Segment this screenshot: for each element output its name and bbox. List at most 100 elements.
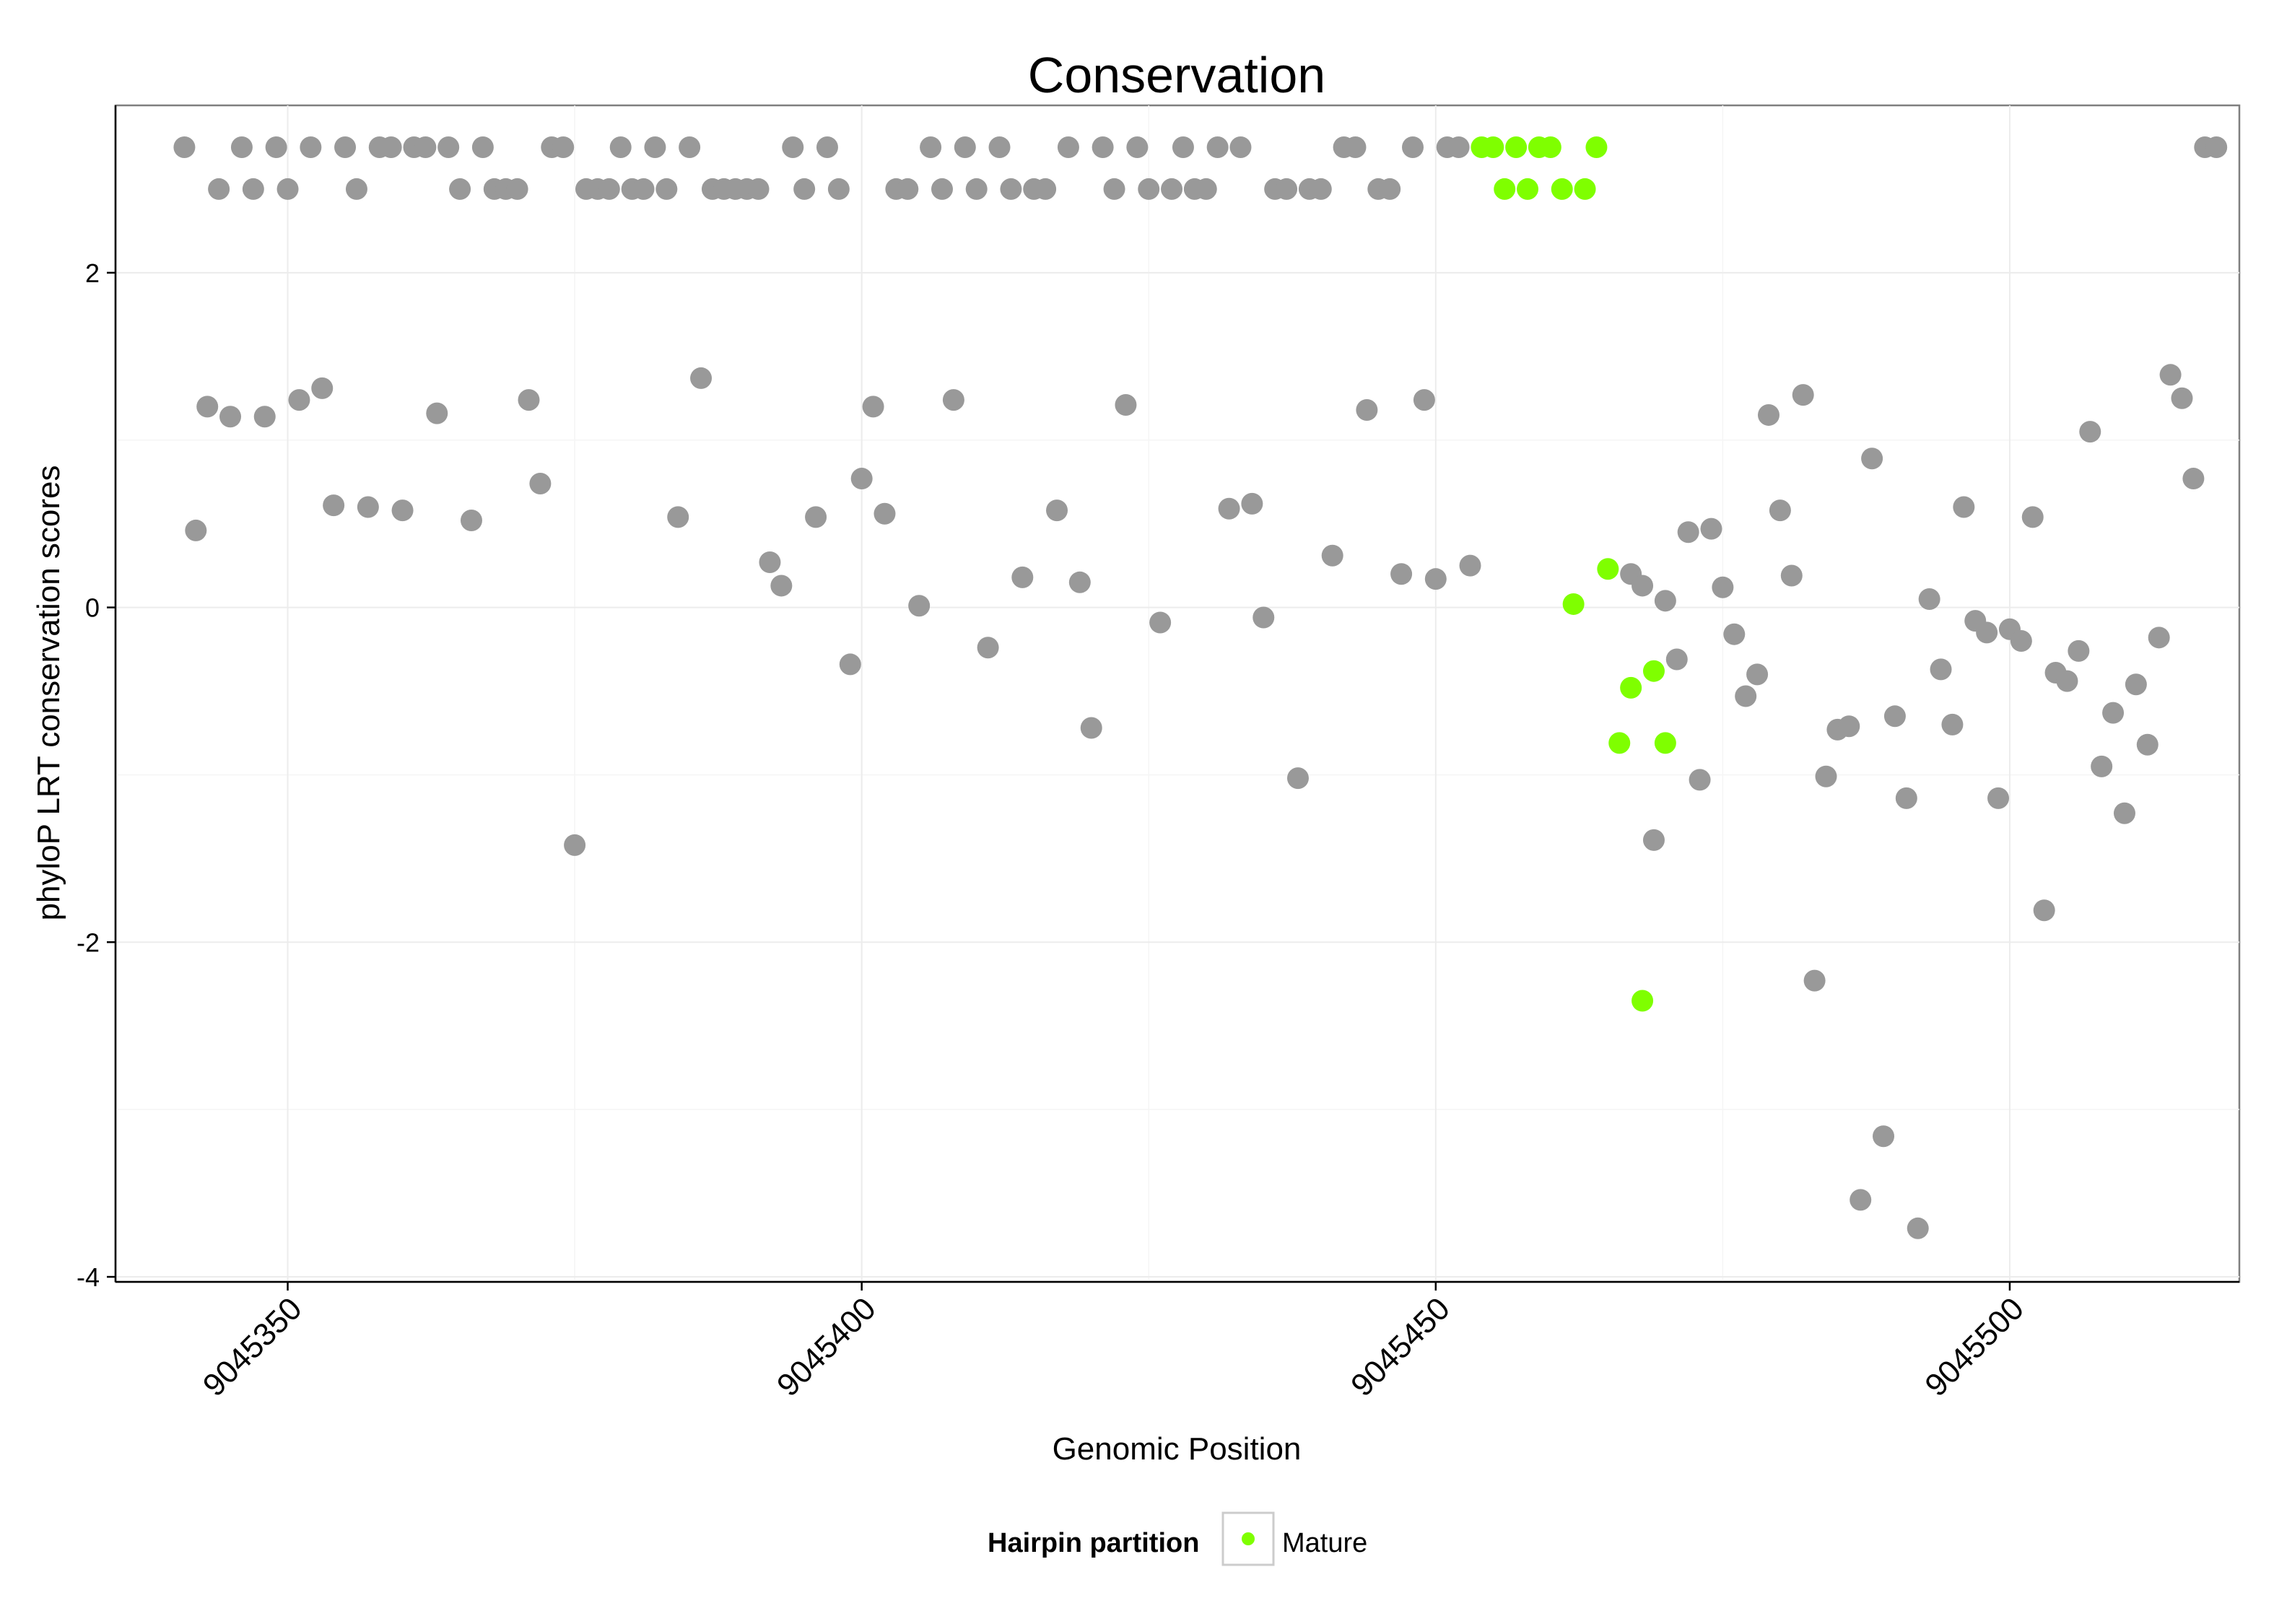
point-other — [2171, 387, 2193, 409]
point-other — [391, 499, 414, 522]
point-other — [1642, 829, 1665, 851]
point-other — [1677, 521, 1699, 543]
point-other — [1632, 575, 1654, 597]
point-other — [437, 136, 460, 158]
point-other — [609, 136, 632, 158]
point-other — [1895, 787, 1917, 809]
point-other — [345, 178, 367, 200]
point-other — [1803, 969, 1826, 992]
point-other — [2125, 673, 2147, 696]
point-other — [1838, 715, 1860, 738]
point-other — [1172, 136, 1194, 158]
legend-title: Hairpin partition — [988, 1528, 1199, 1558]
point-other — [1310, 178, 1332, 200]
point-other — [460, 510, 482, 532]
point-other — [1987, 787, 2010, 809]
point-other — [862, 396, 884, 418]
point-other — [770, 575, 793, 597]
point-other — [1665, 648, 1688, 671]
point-other — [1769, 499, 1791, 522]
point-mature — [1551, 178, 1573, 200]
point-other — [1459, 554, 1481, 577]
point-other — [300, 136, 322, 158]
point-other — [219, 406, 242, 428]
point-other — [1861, 448, 1883, 470]
point-other — [1000, 178, 1022, 200]
point-other — [920, 136, 942, 158]
data-points — [173, 136, 2228, 1239]
point-other — [564, 834, 586, 856]
point-other — [1413, 389, 1435, 411]
point-other — [805, 506, 827, 528]
point-mature — [1574, 178, 1596, 200]
point-other — [173, 136, 196, 158]
point-other — [839, 653, 861, 676]
y-tick-label: 0 — [85, 593, 100, 623]
y-axis-title: phyloP LRT conservation scores — [31, 465, 66, 920]
point-other — [552, 136, 575, 158]
plot-panel — [114, 104, 2241, 1283]
point-mature — [1482, 136, 1504, 158]
point-other — [1034, 178, 1057, 200]
point-other — [793, 178, 816, 200]
point-other — [1356, 398, 1378, 421]
point-other — [1873, 1125, 1895, 1148]
point-other — [988, 136, 1011, 158]
point-other — [874, 502, 896, 525]
point-other — [632, 178, 655, 200]
point-other — [850, 468, 873, 490]
point-other — [311, 377, 334, 399]
point-other — [265, 136, 287, 158]
point-other — [1321, 544, 1343, 567]
point-other — [1907, 1217, 1929, 1239]
point-other — [1930, 658, 1952, 681]
point-other — [747, 178, 770, 200]
chart-title: Conservation — [1028, 47, 1325, 103]
point-other — [827, 178, 850, 200]
point-other — [931, 178, 953, 200]
point-mature — [1654, 732, 1676, 754]
point-other — [1068, 571, 1091, 593]
point-other — [1057, 136, 1079, 158]
point-other — [230, 136, 253, 158]
point-other — [196, 396, 219, 418]
point-other — [2113, 802, 2135, 824]
y-tick-label: -2 — [77, 927, 100, 957]
point-mature — [1597, 558, 1619, 580]
point-mature — [1608, 732, 1631, 754]
point-other — [449, 178, 471, 200]
grid-lines — [116, 105, 2239, 1282]
point-other — [1206, 136, 1229, 158]
point-other — [323, 494, 345, 517]
point-mature — [1632, 990, 1654, 1012]
legend-mature-swatch — [1242, 1532, 1255, 1545]
point-other — [1103, 178, 1125, 200]
point-other — [1735, 685, 1757, 707]
point-other — [679, 136, 701, 158]
point-other — [242, 178, 264, 200]
point-other — [2021, 506, 2044, 528]
point-other — [1241, 492, 1263, 515]
point-other — [1344, 136, 1367, 158]
point-mature — [1642, 660, 1665, 682]
point-other — [1723, 623, 1746, 645]
point-other — [1746, 663, 1769, 686]
point-other — [1654, 590, 1676, 612]
point-other — [1918, 588, 1940, 610]
point-other — [897, 178, 919, 200]
point-other — [380, 136, 402, 158]
point-other — [185, 519, 207, 541]
point-other — [1046, 499, 1068, 522]
point-other — [276, 178, 299, 200]
point-other — [908, 595, 931, 617]
point-other — [426, 402, 448, 424]
point-mature — [1505, 136, 1528, 158]
point-other — [2068, 639, 2090, 662]
point-other — [2102, 702, 2125, 724]
point-other — [667, 506, 689, 528]
point-other — [816, 136, 838, 158]
point-other — [942, 389, 964, 411]
point-other — [759, 551, 781, 573]
point-other — [2010, 629, 2032, 652]
